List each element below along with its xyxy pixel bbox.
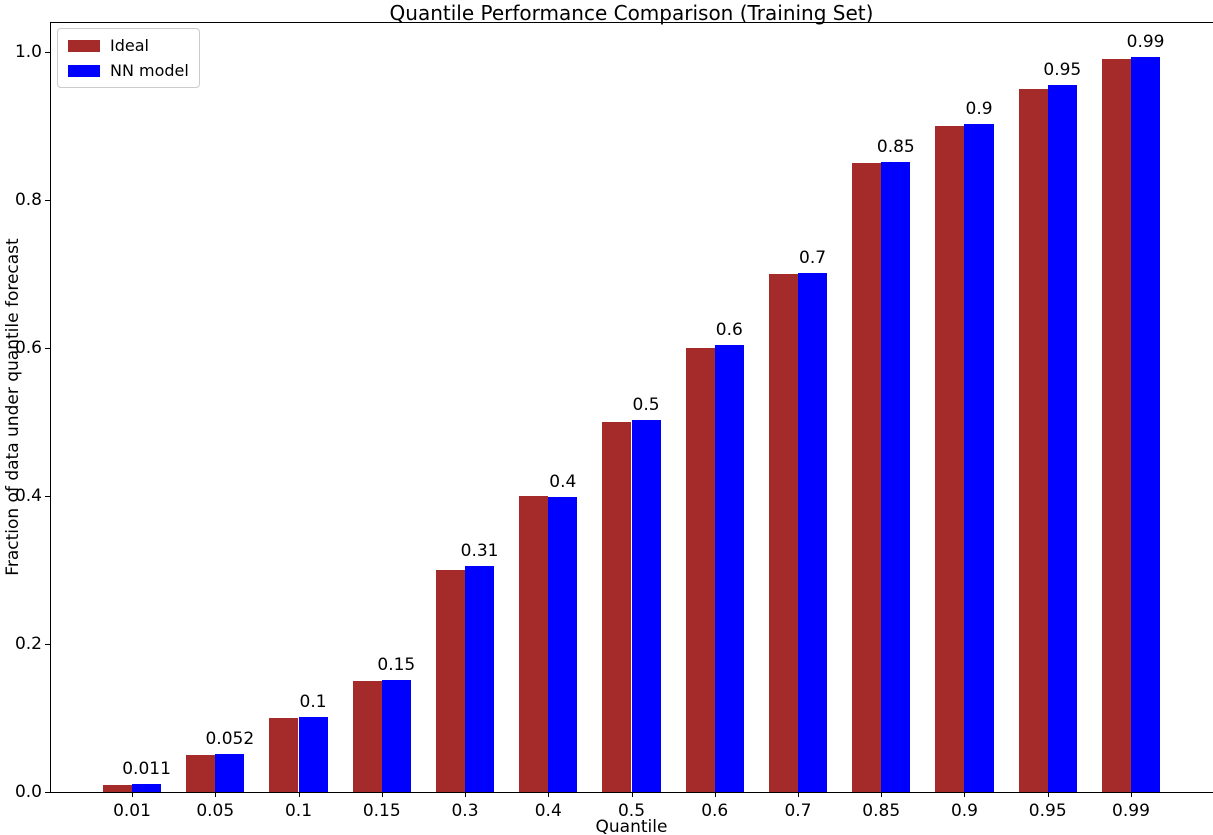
x-tick-mark	[881, 793, 883, 797]
bar-ideal	[685, 348, 715, 792]
bar-ideal	[602, 422, 632, 792]
y-tick-mark	[45, 52, 50, 53]
bar-value-label: 0.95	[1043, 60, 1082, 81]
bar-value-label: 0.4	[549, 472, 577, 493]
bar-ideal	[852, 163, 882, 792]
bar-nn-model	[881, 162, 911, 792]
x-tick-mark	[964, 793, 966, 797]
y-tick-label: 0.2	[14, 634, 42, 654]
x-tick-mark	[1130, 793, 1132, 797]
bar-value-label: 0.6	[715, 320, 743, 341]
x-tick-mark	[714, 793, 716, 797]
bar-nn-model	[215, 753, 245, 792]
bar-ideal	[269, 718, 299, 792]
x-tick-label: 0.1	[284, 801, 313, 821]
chart-title: Quantile Performance Comparison (Trainin…	[389, 1, 874, 25]
bar-value-label: 0.5	[632, 394, 660, 415]
axis-spine-bottom	[50, 792, 1213, 793]
bar-ideal	[768, 274, 798, 792]
legend-label: Ideal	[110, 36, 149, 55]
axis-spine-top	[50, 22, 1213, 23]
y-tick-label: 0.6	[14, 338, 42, 358]
x-tick-mark	[215, 793, 217, 797]
bar-nn-model	[381, 679, 411, 792]
y-tick-label: 0.4	[14, 486, 42, 506]
bar-nn-model	[132, 783, 162, 792]
bar-nn-model	[797, 272, 828, 792]
x-tick-label: 0.01	[113, 801, 151, 821]
x-tick-mark	[1047, 793, 1049, 797]
x-tick-label: 0.85	[862, 801, 901, 821]
bar-value-label: 0.85	[876, 137, 915, 158]
bar-nn-model	[714, 345, 744, 792]
x-tick-label: 0.3	[451, 801, 479, 821]
bar-ideal	[1101, 59, 1131, 792]
bar-nn-model	[1130, 57, 1161, 792]
bar-value-label: 0.011	[122, 758, 171, 779]
y-tick-mark	[45, 496, 50, 497]
legend-item: Ideal	[68, 36, 189, 55]
x-tick-label: 0.05	[196, 801, 235, 821]
bar-ideal	[935, 126, 965, 792]
x-tick-label: 0.99	[1112, 801, 1150, 821]
bar-nn-model	[298, 716, 328, 792]
bar-ideal	[519, 496, 549, 792]
bar-ideal	[102, 784, 132, 792]
x-tick-label: 0.4	[534, 801, 562, 821]
y-tick-label: 0.0	[14, 782, 42, 802]
bar-ideal	[435, 570, 465, 792]
bar-nn-model	[465, 566, 495, 792]
x-tick-label: 0.9	[950, 801, 979, 821]
bar-value-label: 0.31	[460, 541, 499, 562]
bar-value-label: 0.7	[799, 247, 827, 268]
y-tick-mark	[45, 200, 50, 201]
bar-ideal	[352, 681, 382, 792]
bar-value-label: 0.99	[1126, 32, 1165, 53]
x-tick-mark	[548, 793, 550, 797]
y-axis-label: Fraction of data under quantile forecast	[3, 238, 23, 576]
bar-ideal	[186, 755, 216, 792]
y-tick-mark	[45, 792, 50, 793]
y-tick-mark	[45, 348, 50, 349]
x-tick-label: 0.5	[617, 801, 646, 821]
bar-value-label: 0.1	[299, 691, 327, 712]
x-tick-label: 0.15	[362, 801, 401, 821]
x-tick-label: 0.95	[1028, 801, 1067, 821]
plot-area: Ideal NN model 0.0 0.2 0.4 0.6 0.8 1.0 0.01 0.01…	[15, 22, 1213, 821]
x-tick-mark	[631, 793, 633, 797]
legend-item: NN model	[68, 61, 189, 80]
bar-value-label: 0.15	[377, 654, 416, 675]
x-tick-mark	[132, 793, 133, 797]
x-tick-mark	[465, 793, 466, 797]
bar-value-label: 0.052	[205, 728, 255, 749]
x-axis-label: Quantile	[595, 817, 668, 835]
bar-nn-model	[1047, 85, 1077, 792]
x-tick-label: 0.7	[784, 801, 812, 821]
x-tick-mark	[797, 793, 799, 797]
x-tick-label: 0.6	[701, 801, 729, 821]
x-tick-mark	[298, 793, 300, 797]
y-tick-mark	[45, 644, 50, 645]
bar-ideal	[1018, 89, 1048, 792]
legend-swatch-nn-model	[68, 64, 100, 77]
x-tick-mark	[381, 793, 383, 797]
axis-spine-left	[50, 22, 51, 793]
bar-nn-model	[964, 123, 994, 792]
bar-value-label: 0.9	[965, 98, 993, 119]
legend-swatch-ideal	[68, 39, 100, 52]
legend-label: NN model	[110, 61, 189, 80]
y-tick-label: 1.0	[14, 42, 42, 62]
y-tick-label: 0.8	[14, 190, 42, 210]
bar-nn-model	[548, 497, 578, 792]
bar-nn-model	[631, 419, 661, 792]
legend: Ideal NN model	[57, 28, 200, 88]
